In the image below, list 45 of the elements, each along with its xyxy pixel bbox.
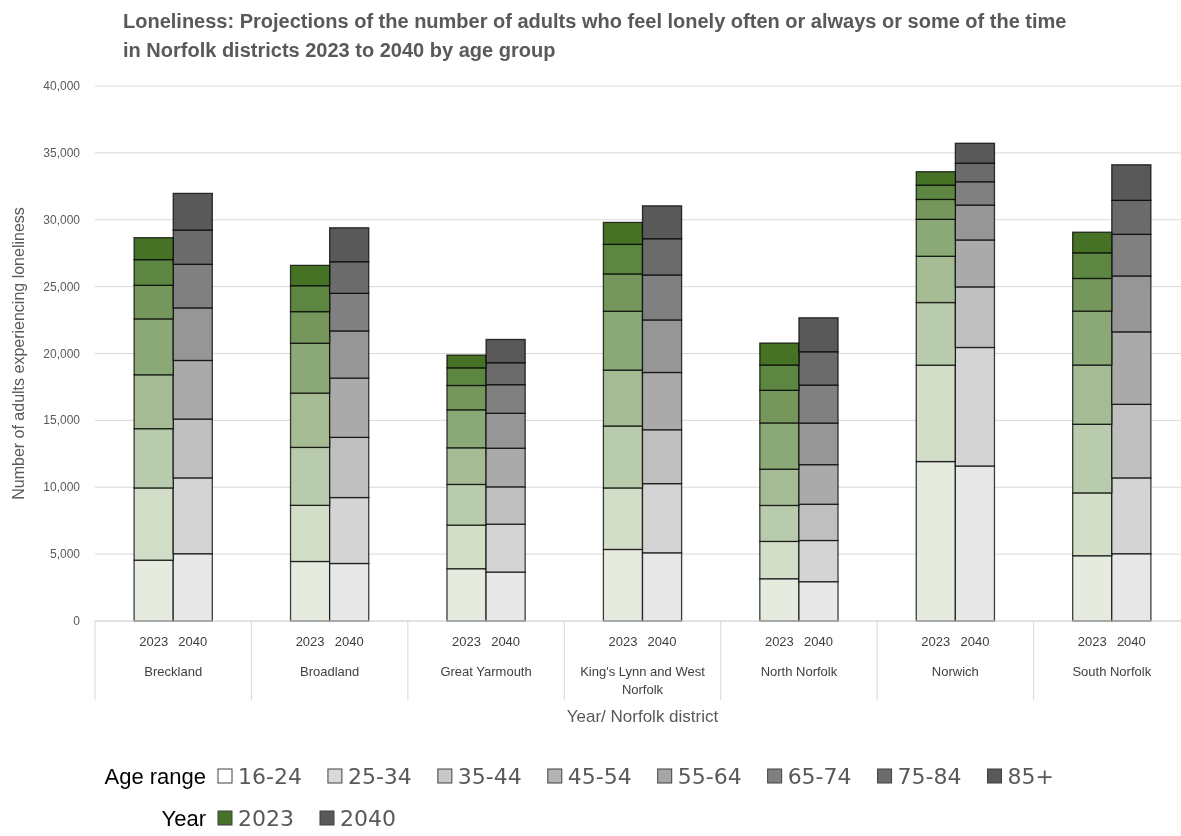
legend-label: 75-84 <box>897 764 962 789</box>
text: Year <box>161 806 206 831</box>
y-tick-label: 20,000 <box>43 346 81 361</box>
legend-label: 55-64 <box>677 764 742 789</box>
x-tick-label: 2040 <box>960 634 990 649</box>
y-tick-label: 0 <box>73 614 81 628</box>
legend-label: 35-44 <box>457 764 522 789</box>
legend-label: 85+ <box>1007 764 1054 789</box>
legend-label: 45-54 <box>567 764 632 789</box>
y-tick-label: 25,000 <box>43 279 81 294</box>
x-tick-label: 2040 <box>647 634 677 649</box>
x-tick-label: 2023 <box>452 634 481 649</box>
text: King's Lynn and West Norfolk <box>580 664 706 697</box>
text: South Norfolk <box>1072 664 1152 679</box>
x-tick-label: 2040 <box>491 634 521 649</box>
x-tick-label: 2040 <box>178 634 208 649</box>
legend-label: 16-24 <box>238 764 302 789</box>
x-tick-label: 2023 <box>764 634 794 649</box>
text: Breckland <box>144 664 203 679</box>
legend-label: 2040 <box>339 806 396 831</box>
legend-label: 65-74 <box>787 764 852 789</box>
y-tick-label: 35,000 <box>43 145 81 160</box>
text: North Norfolk <box>760 664 838 679</box>
x-tick-label: 2040 <box>334 634 364 649</box>
y-tick-label: 30,000 <box>43 212 81 227</box>
text: Great Yarmouth <box>440 664 532 679</box>
x-tick-label: 2040 <box>804 634 833 649</box>
legend-label: 25-34 <box>347 764 412 789</box>
y-tick-label: 5,000 <box>49 547 81 562</box>
x-tick-label: 2023 <box>608 634 638 649</box>
chart-title: Loneliness: Projections of the number of adults who feel lonely often or always or some of the time in Norfolk districts 2023 to 2040 by age group <box>123 10 1067 61</box>
x-tick-label: 2023 <box>295 634 325 649</box>
y-axis-title: Number of adults experiencing loneliness <box>10 207 27 500</box>
y-tick-label: 15,000 <box>43 413 81 428</box>
text: Broadland <box>300 664 360 679</box>
x-tick-label: 2023 <box>921 634 951 649</box>
y-tick-label: 10,000 <box>43 480 81 495</box>
legend-label: 2023 <box>238 806 294 831</box>
text: Norwich <box>931 664 979 679</box>
x-tick-label: 2040 <box>1116 634 1146 649</box>
y-tick-label: 40,000 <box>43 79 81 93</box>
legend-title: Age range <box>104 764 206 789</box>
x-tick-label: 2023 <box>139 634 169 649</box>
x-tick-label: 2023 <box>1077 634 1107 649</box>
x-axis-title: Year/ Norfolk district <box>566 707 719 726</box>
